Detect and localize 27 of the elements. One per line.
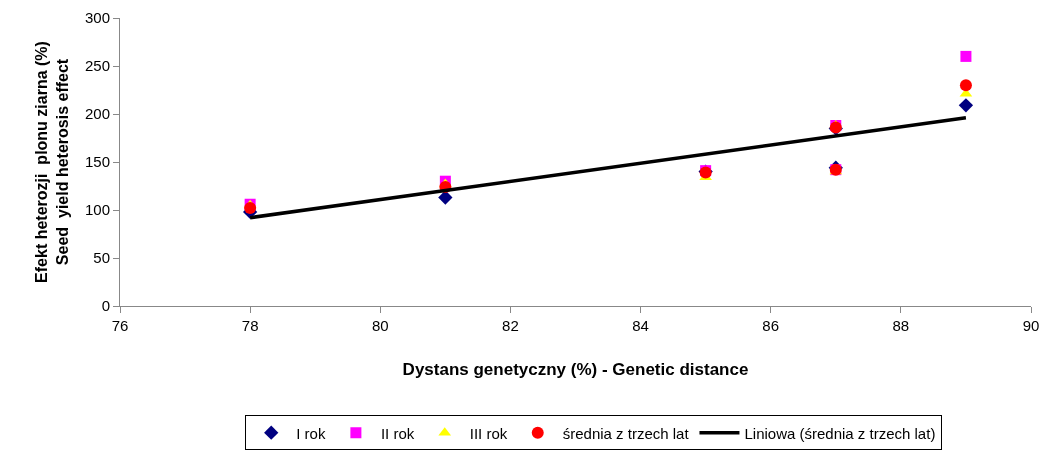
x-tick-label: 78 xyxy=(241,317,259,334)
legend-label: I rok xyxy=(296,424,326,442)
point xyxy=(960,50,972,62)
x-tick-label: 80 xyxy=(371,317,389,334)
point xyxy=(438,190,453,205)
y-tick-label: 100 xyxy=(84,201,110,219)
y-axis-title: Efekt heterozji plonu ziarna (%) Seed yield heterosis effect xyxy=(33,41,71,283)
x-tick-label: 90 xyxy=(1022,317,1040,334)
x-tick-label: 88 xyxy=(892,317,910,334)
y-tick-label: 0 xyxy=(101,297,110,315)
legend-label: średnia z trzech lat xyxy=(562,424,690,442)
x-tick-label: 86 xyxy=(762,317,780,334)
y-tick-label: 200 xyxy=(84,105,110,123)
y-tick-label: 50 xyxy=(93,249,110,267)
point xyxy=(244,202,257,215)
legend-label: Liniowa (średnia z trzech lat) xyxy=(744,424,936,442)
y-tick-label: 250 xyxy=(84,57,110,75)
y-tick-label: 150 xyxy=(84,153,110,171)
y-tick-label: 300 xyxy=(84,9,110,27)
legend-label: III rok xyxy=(469,424,508,442)
legend-label: II rok xyxy=(380,424,415,442)
point xyxy=(958,98,974,113)
point xyxy=(959,79,972,92)
x-axis-title: Dystans genetyczny (%) - Genetic distance xyxy=(402,360,749,380)
x-tick-label: 76 xyxy=(111,317,129,334)
x-tick-label: 82 xyxy=(502,317,519,334)
x-tick-label: 84 xyxy=(632,317,649,334)
